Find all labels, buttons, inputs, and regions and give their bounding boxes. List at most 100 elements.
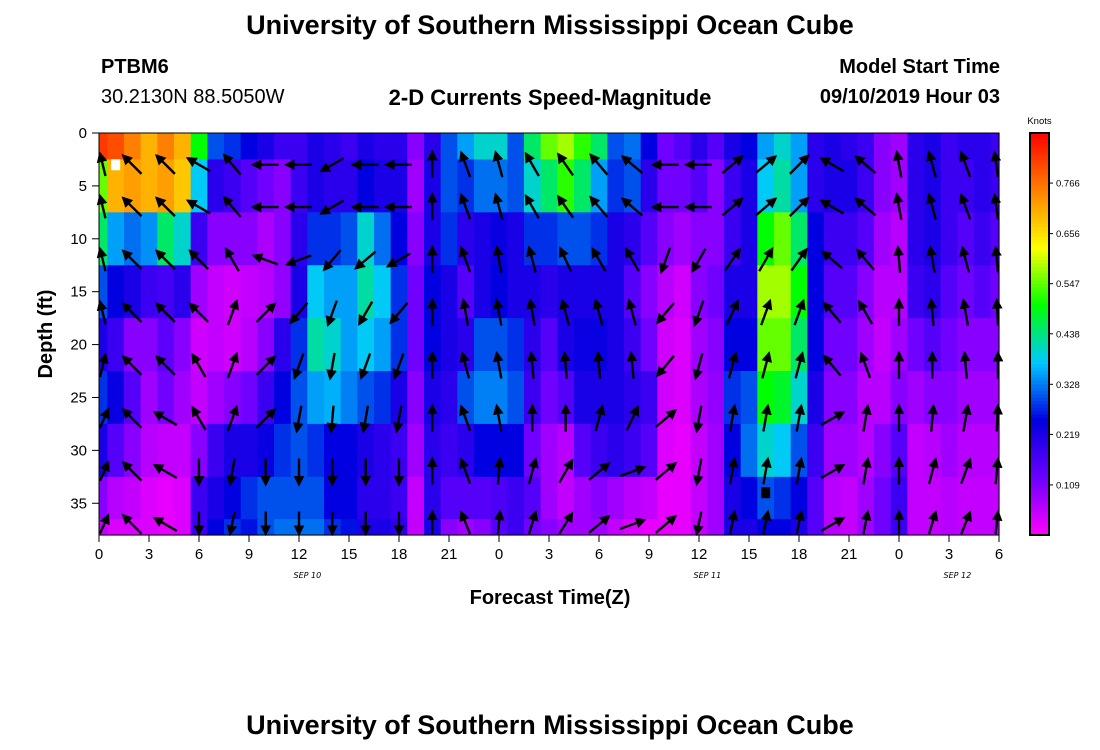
heatmap-cell xyxy=(674,371,692,425)
heatmap-cell xyxy=(990,423,1000,478)
heatmap-cell xyxy=(657,318,675,372)
colorbar-swatch xyxy=(1030,200,1049,204)
colorbar-swatch xyxy=(1030,193,1049,198)
colorbar-swatch xyxy=(1030,330,1049,335)
colorbar-swatch xyxy=(1030,143,1049,147)
colorbar-swatch xyxy=(1030,531,1049,536)
heatmap-cell xyxy=(640,133,658,161)
current-arrow xyxy=(185,157,211,173)
colorbar-swatch xyxy=(1030,173,1049,178)
heatmap-cell xyxy=(940,476,958,520)
heatmap-cell xyxy=(940,519,958,536)
current-arrow xyxy=(524,151,540,177)
colorbar-tick-label: 0.328 xyxy=(1056,380,1080,391)
colorbar-swatch xyxy=(1030,226,1049,231)
heatmap-cell xyxy=(140,476,158,520)
colorbar-swatch xyxy=(1030,340,1049,345)
current-arrow xyxy=(655,302,675,325)
x-tick-label: 21 xyxy=(841,546,858,563)
heatmap-cell xyxy=(907,423,925,478)
heatmap-cell xyxy=(874,318,892,372)
heatmap-cell xyxy=(224,159,242,213)
heatmap-cell xyxy=(857,265,875,319)
heatmap-cell xyxy=(240,212,258,266)
current-arrow xyxy=(222,153,242,176)
current-arrow xyxy=(927,509,939,535)
colorbar-swatch xyxy=(1030,270,1049,275)
current-arrow xyxy=(255,354,277,376)
heatmap-cell xyxy=(440,159,458,213)
colorbar-tick-label: 0.766 xyxy=(1056,179,1080,190)
x-tick-label: 0 xyxy=(895,546,903,563)
heatmap-cell xyxy=(807,519,825,536)
current-arrow xyxy=(727,351,739,379)
y-tick-label: 25 xyxy=(70,389,87,406)
current-arrow xyxy=(492,244,504,273)
current-arrow xyxy=(960,457,973,485)
current-arrow xyxy=(926,297,938,326)
current-arrow xyxy=(820,411,846,427)
current-arrow xyxy=(854,197,877,217)
colorbar-swatch xyxy=(1030,327,1049,332)
heatmap-cell xyxy=(390,212,408,266)
colorbar-swatch xyxy=(1030,323,1049,328)
heatmap-cell xyxy=(407,265,425,319)
current-arrow xyxy=(620,197,644,217)
heatmap-cell xyxy=(240,159,258,213)
heatmap-cell xyxy=(990,133,1000,161)
heatmap-cell xyxy=(490,476,508,520)
current-arrow xyxy=(991,509,1003,535)
colorbar-swatch xyxy=(1030,488,1049,493)
colorbar-swatch xyxy=(1030,153,1049,158)
current-arrow xyxy=(154,354,176,376)
heatmap-cell xyxy=(990,212,1000,266)
heatmap-cell xyxy=(390,423,408,478)
current-arrow xyxy=(255,302,277,323)
heatmap-cell xyxy=(440,371,458,425)
current-arrow xyxy=(727,403,739,432)
colorbar-swatch xyxy=(1030,427,1049,432)
colorbar-swatch xyxy=(1030,471,1049,476)
heatmap-cell xyxy=(240,265,258,319)
current-arrow xyxy=(760,509,772,535)
colorbar-swatch xyxy=(1030,220,1049,225)
heatmap-cell xyxy=(407,318,425,372)
heatmap-cell xyxy=(324,212,342,266)
colorbar-swatch xyxy=(1030,508,1049,513)
colorbar-swatch xyxy=(1030,317,1049,322)
colorbar-swatch xyxy=(1030,260,1049,265)
current-arrow xyxy=(459,150,472,178)
colorbar-swatch xyxy=(1030,401,1049,405)
heatmap-cell xyxy=(124,423,142,478)
current-arrow xyxy=(152,516,178,532)
heatmap-cell xyxy=(307,519,325,536)
heatmap-cell xyxy=(607,423,625,478)
heatmap-cell xyxy=(140,133,158,161)
x-tick-label: 6 xyxy=(195,546,203,563)
colorbar-tick-label: 0.219 xyxy=(1056,430,1080,441)
current-arrow xyxy=(654,461,678,481)
current-arrow xyxy=(822,354,842,377)
current-arrow xyxy=(721,197,744,217)
current-arrow xyxy=(226,404,239,432)
x-tick-label: 21 xyxy=(441,546,458,563)
current-arrow xyxy=(819,157,845,173)
heatmap-cell xyxy=(740,212,758,266)
heatmap-cell xyxy=(574,371,592,425)
colorbar-swatch xyxy=(1030,344,1049,348)
colorbar-swatch xyxy=(1030,223,1049,228)
heatmap-cell xyxy=(940,265,958,319)
heatmap-cell xyxy=(574,476,592,520)
colorbar-swatch xyxy=(1030,206,1049,211)
current-arrow xyxy=(326,352,337,381)
heatmap-cell xyxy=(640,476,658,520)
colorbar-swatch xyxy=(1030,139,1049,144)
heatmap-cell xyxy=(724,476,742,520)
heatmap-cell xyxy=(840,212,858,266)
heatmap-cell xyxy=(757,159,775,213)
colorbar-swatch xyxy=(1030,203,1049,208)
colorbar-swatch xyxy=(1030,277,1049,281)
heatmap-cell xyxy=(390,476,408,520)
colorbar-swatch xyxy=(1030,280,1049,285)
heatmap-cell xyxy=(940,212,958,266)
